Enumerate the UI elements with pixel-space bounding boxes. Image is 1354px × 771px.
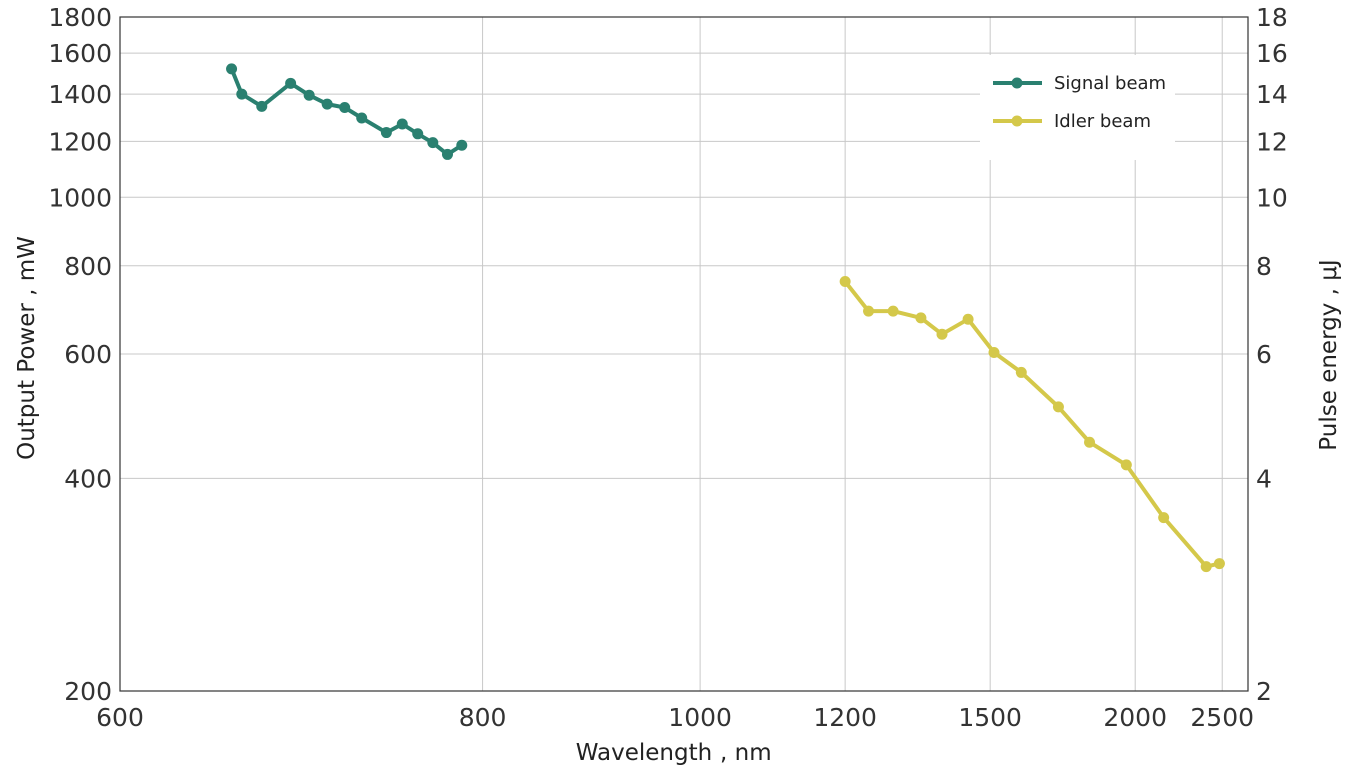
legend: Signal beam Idler beam: [980, 55, 1175, 160]
y-tick-label: 400: [64, 464, 112, 493]
idler-beam-point: [863, 305, 875, 317]
x-tick-label: 600: [96, 703, 144, 732]
y-tick-label: 1200: [48, 127, 112, 156]
signal-beam-point: [303, 89, 315, 101]
signal-beam-point: [356, 112, 368, 124]
idler-beam-point: [1015, 366, 1027, 378]
signal-beam-point: [427, 137, 439, 149]
plot-frame: [119, 16, 1249, 692]
signal-beam-point: [321, 98, 333, 110]
y-tick-label: 1000: [48, 183, 112, 212]
legend-idler-beam-label: Idler beam: [1054, 111, 1151, 132]
y2-axis-title: Pulse energy , μJ: [1316, 259, 1342, 450]
x-tick-label: 1000: [668, 703, 732, 732]
y2-tick-label: 12: [1256, 127, 1288, 156]
signal-beam-point: [226, 63, 238, 75]
y2-tick-label: 8: [1256, 252, 1272, 281]
y2-tick-label: 6: [1256, 340, 1272, 369]
idler-beam-point: [1158, 512, 1170, 524]
signal-beam-point: [441, 148, 453, 160]
x-tick-label: 2500: [1190, 703, 1254, 732]
y-tick-label: 200: [64, 677, 112, 706]
legend-idler-beam-swatch-marker: [1011, 115, 1023, 127]
axes: 600 800 1000 1200 1500 2000 2500 200 400 600 800 10…: [48, 3, 1287, 732]
x-tick-label: 800: [459, 703, 507, 732]
y-tick-label: 600: [64, 340, 112, 369]
y2-tick-label: 18: [1256, 3, 1288, 32]
y-tick-label: 1400: [48, 80, 112, 109]
legend-signal-beam-swatch-marker: [1011, 77, 1023, 89]
idler-beam-point: [1213, 558, 1225, 570]
idler-beam-point: [988, 346, 1000, 358]
x-axis-title: Wavelength: [576, 740, 712, 766]
idler-beam-point: [1120, 459, 1132, 471]
x-tick-label: 1500: [958, 703, 1022, 732]
idler-beam-point: [1084, 436, 1096, 448]
signal-beam-point: [380, 127, 392, 139]
signal-beam-point: [412, 128, 424, 140]
x-tick-label: 1200: [813, 703, 877, 732]
idler-beam-point: [915, 312, 927, 324]
legend-box: [980, 55, 1175, 160]
legend-signal-beam-label: Signal beam: [1054, 73, 1166, 94]
signal-beam-point: [339, 102, 351, 114]
x-axis-unit: , nm: [720, 740, 772, 766]
idler-beam-point: [1052, 401, 1064, 413]
y-tick-label: 1800: [48, 3, 112, 32]
signal-beam-point: [396, 118, 408, 130]
x-tick-label: 2000: [1103, 703, 1167, 732]
idler-beam-point: [1200, 561, 1212, 573]
y-tick-label: 800: [64, 252, 112, 281]
y2-tick-label: 4: [1256, 464, 1272, 493]
y-axis-title: Output Power , mW: [14, 236, 40, 460]
idler-beam-point: [839, 275, 851, 287]
idler-beam-point: [936, 328, 948, 340]
idler-beam-point: [887, 305, 899, 317]
y2-tick-label: 2: [1256, 677, 1272, 706]
idler-beam-line: [843, 280, 1220, 569]
series-group: [226, 63, 1225, 573]
idler-beam-point: [962, 313, 974, 325]
signal-beam-point: [256, 100, 268, 112]
signal-beam-point: [236, 88, 248, 100]
signal-beam-point: [456, 139, 468, 151]
y2-tick-label: 16: [1256, 39, 1288, 68]
signal-beam-point: [285, 77, 297, 89]
y2-tick-label: 14: [1256, 80, 1288, 109]
y-tick-label: 1600: [48, 39, 112, 68]
y2-tick-label: 10: [1256, 183, 1288, 212]
